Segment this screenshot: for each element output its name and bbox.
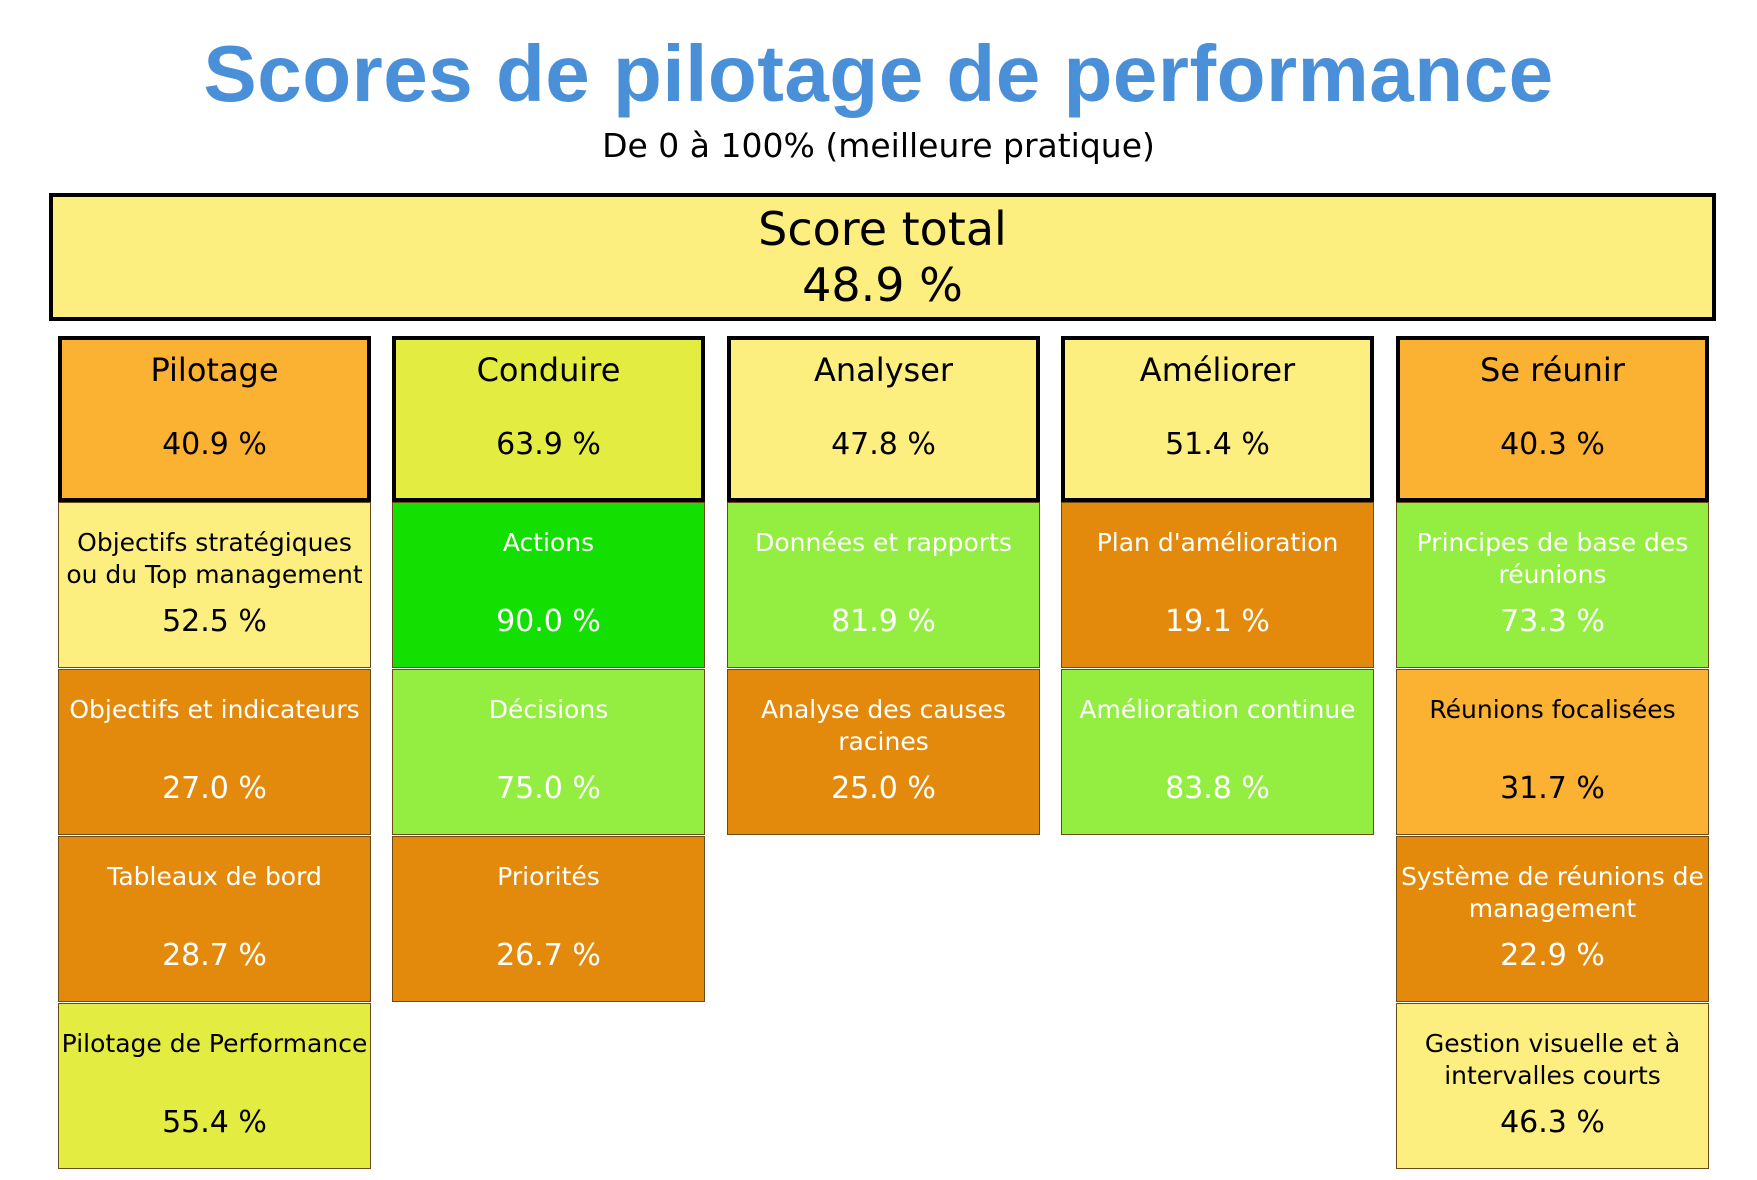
subscore-value: 75.0 % bbox=[496, 771, 601, 806]
subscore-value: 22.9 % bbox=[1500, 938, 1605, 973]
subscore-label: Pilotage de Performance bbox=[61, 1029, 368, 1058]
subscore-label: Objectifs stratégiques ou du Top managem… bbox=[66, 528, 363, 589]
category-score: 63.9 % bbox=[496, 427, 601, 462]
subscore-cell-tableaux-de-bord: Tableaux de bord 28.7 % bbox=[58, 836, 371, 1002]
category-label: Pilotage bbox=[150, 351, 279, 389]
subscore-value: 26.7 % bbox=[496, 938, 601, 973]
subscore-label: Gestion visuelle et à intervalles courts bbox=[1424, 1029, 1681, 1090]
subscore-label: Priorités bbox=[497, 862, 600, 891]
page-subtitle: De 0 à 100% (meilleure pratique) bbox=[602, 126, 1155, 165]
subscore-value: 19.1 % bbox=[1165, 604, 1270, 639]
subscore-cell-objectifs-et-indicateurs: Objectifs et indicateurs 27.0 % bbox=[58, 669, 371, 835]
subscore-value: 46.3 % bbox=[1500, 1105, 1605, 1140]
subscore-cell-decisions: Décisions 75.0 % bbox=[392, 669, 705, 835]
subscore-label: Amélioration continue bbox=[1079, 695, 1356, 724]
subscore-label: Données et rapports bbox=[755, 528, 1012, 557]
category-label: Conduire bbox=[476, 351, 621, 389]
subscore-value: 52.5 % bbox=[162, 604, 267, 639]
subscore-label: Analyse des causes racines bbox=[761, 695, 1006, 756]
subscore-cell-actions: Actions 90.0 % bbox=[392, 502, 705, 668]
subscore-value: 27.0 % bbox=[162, 771, 267, 806]
subscore-label: Actions bbox=[502, 528, 595, 557]
subscore-cell-plan-d-amelioration: Plan d'amélioration 19.1 % bbox=[1061, 502, 1374, 668]
subscore-cell-gestion-visuelle-et-a-intervalles-courts: Gestion visuelle et à intervalles courts… bbox=[1396, 1003, 1709, 1169]
category-label: Améliorer bbox=[1139, 351, 1296, 389]
subscore-value: 81.9 % bbox=[831, 604, 936, 639]
subscore-cell-reunions-focalisees: Réunions focalisées 31.7 % bbox=[1396, 669, 1709, 835]
page-title: Scores de pilotage de performance bbox=[203, 29, 1554, 118]
category-label: Se réunir bbox=[1480, 351, 1625, 389]
subscore-value: 73.3 % bbox=[1500, 604, 1605, 639]
subscore-cell-pilotage-de-performance: Pilotage de Performance 55.4 % bbox=[58, 1003, 371, 1169]
category-header-analyser: Analyser 47.8 % bbox=[727, 336, 1040, 502]
category-header-se-reunir: Se réunir 40.3 % bbox=[1396, 336, 1709, 502]
total-score-label: Score total bbox=[758, 202, 1007, 256]
category-header-ameliorer: Améliorer 51.4 % bbox=[1061, 336, 1374, 502]
subscore-label: Tableaux de bord bbox=[107, 862, 322, 891]
subscore-label: Plan d'amélioration bbox=[1096, 528, 1339, 557]
category-header-conduire: Conduire 63.9 % bbox=[392, 336, 705, 502]
subscore-label: Objectifs et indicateurs bbox=[69, 695, 360, 724]
category-score: 47.8 % bbox=[831, 427, 936, 462]
subscore-cell-amelioration-continue: Amélioration continue 83.8 % bbox=[1061, 669, 1374, 835]
category-label: Analyser bbox=[813, 351, 954, 389]
subscore-value: 25.0 % bbox=[831, 771, 936, 806]
subscore-label: Décisions bbox=[488, 695, 609, 724]
subscore-label: Principes de base des réunions bbox=[1416, 528, 1689, 589]
subscore-cell-donnees-et-rapports: Données et rapports 81.9 % bbox=[727, 502, 1040, 668]
subscore-label: Système de réunions de management bbox=[1401, 862, 1704, 923]
subscore-cell-objectifs-strategiques-ou-du-top-management: Objectifs stratégiques ou du Top managem… bbox=[58, 502, 371, 668]
subscore-value: 90.0 % bbox=[496, 604, 601, 639]
category-score: 40.3 % bbox=[1500, 427, 1605, 462]
total-score-value: 48.9 % bbox=[802, 258, 963, 312]
subscore-value: 28.7 % bbox=[162, 938, 267, 973]
category-header-pilotage: Pilotage 40.9 % bbox=[58, 336, 371, 502]
subscore-cell-analyse-des-causes-racines: Analyse des causes racines 25.0 % bbox=[727, 669, 1040, 835]
subscore-cell-systeme-de-reunions-de-management: Système de réunions de management 22.9 % bbox=[1396, 836, 1709, 1002]
subscore-value: 83.8 % bbox=[1165, 771, 1270, 806]
subscore-cell-principes-de-base-des-reunions: Principes de base des réunions 73.3 % bbox=[1396, 502, 1709, 668]
subscore-value: 31.7 % bbox=[1500, 771, 1605, 806]
total-score-box: Score total 48.9 % bbox=[49, 193, 1716, 321]
subscore-value: 55.4 % bbox=[162, 1105, 267, 1140]
category-score: 40.9 % bbox=[162, 427, 267, 462]
category-score: 51.4 % bbox=[1165, 427, 1270, 462]
subscore-label: Réunions focalisées bbox=[1429, 695, 1676, 724]
subscore-cell-priorites: Priorités 26.7 % bbox=[392, 836, 705, 1002]
